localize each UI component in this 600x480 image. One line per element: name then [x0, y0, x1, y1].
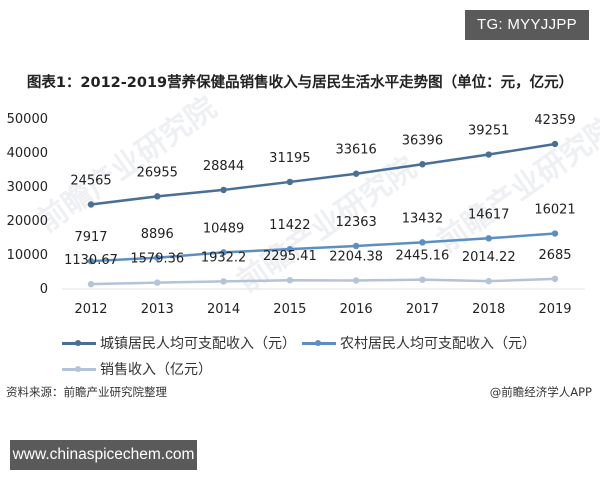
data-point: [154, 279, 161, 286]
legend-line-icon: [302, 337, 336, 349]
legend-line-icon: [62, 363, 96, 375]
y-tick-label: 30000: [7, 180, 48, 195]
data-label: 8896: [141, 227, 174, 242]
data-label: 16021: [534, 203, 575, 218]
legend-label: 销售收入（亿元）: [100, 362, 212, 378]
y-tick-label: 10000: [7, 248, 48, 263]
y-tick-label: 0: [40, 282, 48, 297]
legend-label: 农村居民人均可支配收入（元）: [340, 336, 536, 352]
data-label: 13432: [402, 211, 443, 226]
data-point: [286, 276, 294, 284]
data-label: 14617: [468, 207, 509, 222]
data-label: 33616: [335, 143, 376, 158]
data-point: [87, 257, 95, 265]
series-line: [90, 277, 556, 286]
data-point: [87, 201, 95, 208]
data-label: 2204.38: [329, 250, 383, 265]
data-point: [485, 277, 492, 285]
line-chart: 50000 40000 30000 20000 10000 0 2012 2013 2014 20…: [7, 112, 585, 317]
data-label: 42359: [534, 113, 575, 128]
data-point: [419, 239, 426, 246]
data-point: [286, 245, 294, 253]
data-point: [286, 178, 294, 186]
data-label: 2295.41: [263, 249, 317, 264]
legend-line-icon: [62, 337, 96, 349]
data-point: [352, 242, 360, 250]
data-point: [220, 249, 227, 256]
data-label: 28844: [203, 159, 244, 174]
data-point: [485, 151, 492, 158]
legend-item-sales: 销售收入（亿元）: [62, 359, 212, 379]
data-point: [419, 276, 426, 283]
x-tick-label: 2019: [538, 302, 571, 317]
data-point: [352, 277, 360, 284]
data-label: 1579.36: [130, 252, 184, 267]
y-tick-label: 20000: [7, 214, 48, 229]
data-label: 10489: [203, 221, 244, 236]
data-point: [154, 193, 161, 200]
series-line: [90, 232, 556, 263]
data-label: 2445.16: [396, 249, 450, 264]
data-label: 39251: [468, 124, 509, 139]
x-tick-label: 2012: [74, 302, 107, 317]
data-point: [551, 230, 559, 237]
data-label: 11422: [269, 218, 310, 233]
x-tick-label: 2017: [406, 302, 439, 317]
data-label: 2685: [538, 248, 571, 263]
data-point: [154, 254, 161, 261]
data-point: [551, 140, 559, 148]
legend-label: 城镇居民人均可支配收入（元）: [100, 336, 296, 352]
chart-title: 图表1：2012-2019营养保健品销售收入与居民生活水平走势图（单位：元，亿元…: [26, 75, 574, 91]
x-tick-label: 2015: [273, 302, 306, 317]
data-point: [220, 278, 227, 285]
x-tick-label: 2018: [472, 302, 505, 317]
data-point: [220, 186, 227, 194]
y-tick-label: 40000: [7, 146, 48, 161]
chart-legend: 城镇居民人均可支配收入（元） 农村居民人均可支配收入（元） 销售收入（亿元）: [62, 330, 542, 382]
data-point: [419, 161, 426, 168]
data-point: [87, 280, 95, 288]
url-badge: www.chinaspicechem.com: [10, 440, 197, 470]
data-point: [352, 170, 360, 177]
legend-item-rural: 农村居民人均可支配收入（元）: [302, 333, 536, 353]
data-label: 31195: [269, 151, 310, 166]
x-tick-label: 2013: [141, 302, 174, 317]
data-label: 1932.2: [201, 250, 247, 265]
data-label: 24565: [70, 173, 111, 188]
data-label: 1130.67: [64, 253, 118, 268]
data-point: [485, 235, 492, 242]
data-point: [551, 275, 559, 283]
data-label: 36396: [402, 133, 443, 148]
data-label: 26955: [137, 165, 178, 180]
y-tick-label: 50000: [7, 112, 48, 127]
data-label: 12363: [335, 215, 376, 230]
tg-badge: TG: MYYJJPP: [465, 10, 589, 40]
data-label: 7917: [74, 230, 107, 245]
source-note: 资料来源：前瞻产业研究院整理: [6, 385, 167, 399]
data-label: 2014.22: [462, 250, 516, 265]
x-tick-label: 2016: [340, 302, 373, 317]
credit-note: @前瞻经济学人APP: [489, 385, 592, 399]
x-tick-label: 2014: [207, 302, 240, 317]
series-line: [90, 142, 556, 206]
legend-item-urban: 城镇居民人均可支配收入（元）: [62, 333, 296, 353]
